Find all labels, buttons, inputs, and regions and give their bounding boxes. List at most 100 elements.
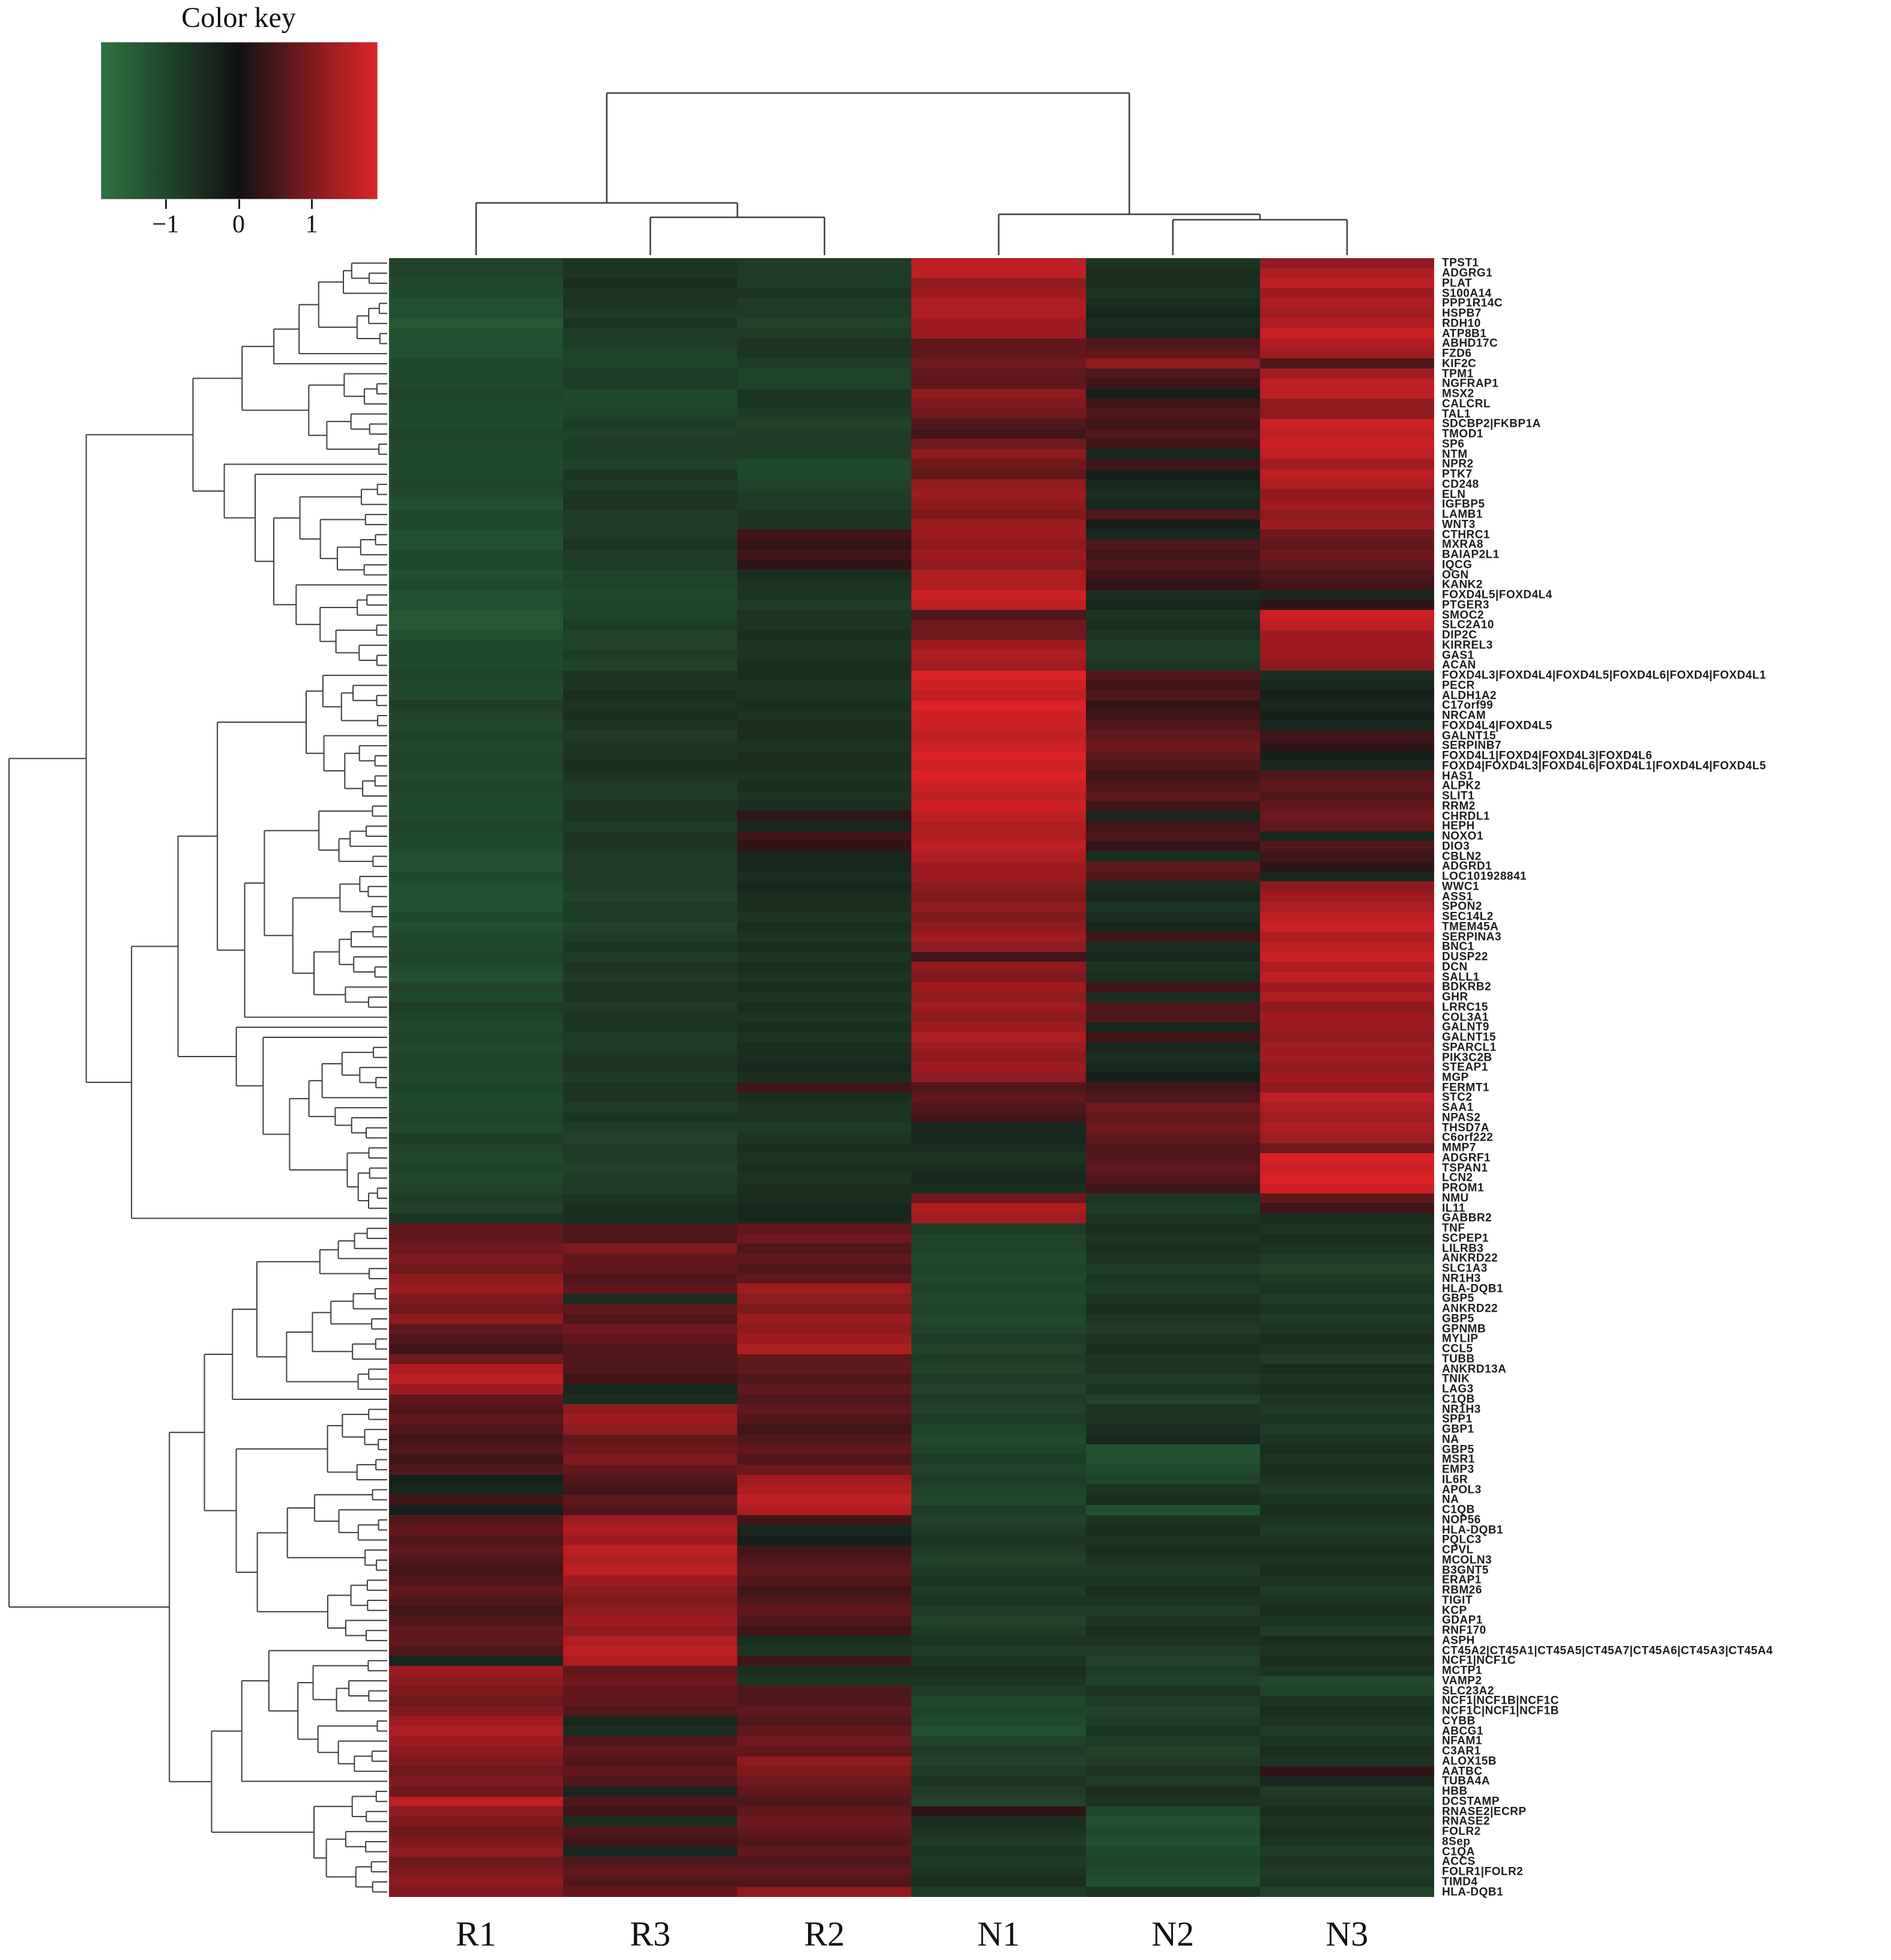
heatmap-cell	[1259, 1656, 1434, 1666]
gene-label: KCP	[1442, 1604, 1467, 1617]
heatmap-cell	[911, 1394, 1086, 1405]
heatmap-cell	[911, 1052, 1086, 1063]
heatmap-cell	[563, 378, 738, 389]
gene-label: RNASE2|ECRP	[1442, 1805, 1527, 1818]
heatmap-cell	[389, 1535, 564, 1545]
heatmap-cell	[1259, 1555, 1434, 1566]
heatmap-cell	[1085, 1826, 1260, 1837]
gene-label: ANKRD22	[1442, 1252, 1498, 1265]
heatmap-cell	[389, 1635, 564, 1646]
heatmap-cell	[1259, 1163, 1434, 1173]
gene-label: ABCG1	[1442, 1725, 1484, 1738]
gene-label: ANKRD13A	[1442, 1363, 1507, 1376]
heatmap-cell	[1259, 1213, 1434, 1223]
heatmap-cell	[563, 1303, 738, 1314]
heatmap-cell	[1259, 791, 1434, 801]
heatmap-cell	[737, 771, 912, 781]
heatmap-cell	[911, 559, 1086, 570]
heatmap-cell	[1085, 1142, 1260, 1153]
heatmap-cell	[911, 1836, 1086, 1847]
heatmap-cell	[563, 1052, 738, 1063]
heatmap-cell	[737, 1233, 912, 1244]
heatmap-cell	[1259, 761, 1434, 771]
heatmap-cell	[1085, 1756, 1260, 1767]
heatmap-cell	[737, 1887, 912, 1897]
heatmap-cell	[737, 469, 912, 480]
heatmap-cell	[563, 791, 738, 801]
gene-label: BDKRB2	[1442, 980, 1492, 994]
heatmap-cell	[737, 308, 912, 319]
heatmap-cell	[563, 1806, 738, 1817]
heatmap-cell	[389, 1394, 564, 1405]
heatmap-cell	[737, 1102, 912, 1113]
gene-label: STEAP1	[1442, 1061, 1488, 1074]
gene-label: PIK3C2B	[1442, 1051, 1492, 1064]
heatmap-cell	[563, 1786, 738, 1797]
heatmap-cell	[563, 780, 738, 791]
gene-label: GABBR2	[1442, 1211, 1492, 1225]
heatmap-cell	[563, 1485, 738, 1495]
heatmap-cell	[389, 1153, 564, 1163]
heatmap-cell	[389, 499, 564, 510]
heatmap-cell	[1085, 539, 1260, 550]
heatmap-cell	[389, 962, 564, 972]
heatmap-cell	[911, 1605, 1086, 1615]
heatmap-cell	[563, 570, 738, 580]
heatmap-cell	[911, 1756, 1086, 1767]
gene-label: CPVL	[1442, 1543, 1474, 1557]
heatmap-cell	[1259, 1022, 1434, 1033]
heatmap-cell	[737, 1726, 912, 1736]
heatmap-cell	[563, 399, 738, 409]
heatmap-cell	[1259, 469, 1434, 480]
heatmap-cell	[737, 1334, 912, 1344]
heatmap-cell	[911, 308, 1086, 319]
gene-label: BAIAP2L1	[1442, 548, 1500, 561]
heatmap-cell	[911, 811, 1086, 821]
heatmap-cell	[563, 1223, 738, 1234]
heatmap-cell	[563, 771, 738, 781]
heatmap-cell	[1085, 1253, 1260, 1264]
heatmap-cell	[563, 1112, 738, 1123]
heatmap-cell	[389, 650, 564, 660]
heatmap-cell	[911, 499, 1086, 510]
heatmap-cell	[737, 680, 912, 690]
heatmap-cell	[389, 1485, 564, 1495]
heatmap-cell	[1259, 1736, 1434, 1746]
heatmap-cell	[737, 1273, 912, 1284]
heatmap-cell	[737, 720, 912, 731]
gene-label: NOXO1	[1442, 830, 1484, 843]
heatmap-cell	[389, 911, 564, 922]
heatmap-cell	[389, 1857, 564, 1867]
heatmap-cell	[563, 1102, 738, 1113]
heatmap-cell	[389, 1093, 564, 1103]
heatmap-cell	[563, 449, 738, 459]
heatmap-cell	[389, 1847, 564, 1857]
gene-label: TAL1	[1442, 408, 1471, 421]
heatmap-cell	[737, 1756, 912, 1767]
heatmap-cell	[389, 1032, 564, 1043]
heatmap-cell	[737, 549, 912, 560]
gene-label: FOXD4L3|FOXD4L4|FOXD4L5|FOXD4L6|FOXD4|FO…	[1442, 669, 1767, 682]
gene-label: ERAP1	[1442, 1573, 1482, 1587]
heatmap-cell	[1259, 1102, 1434, 1113]
heatmap-cell	[737, 891, 912, 902]
heatmap-cell	[563, 1686, 738, 1696]
heatmap-cell	[563, 348, 738, 359]
heatmap-cell	[1259, 1726, 1434, 1736]
heatmap-cell	[911, 1102, 1086, 1113]
heatmap-cell	[737, 1072, 912, 1083]
heatmap-cell	[911, 1455, 1086, 1465]
heatmap-cell	[737, 1746, 912, 1756]
heatmap-cell	[1259, 1806, 1434, 1817]
heatmap-cell	[911, 509, 1086, 520]
heatmap-cell	[563, 1866, 738, 1877]
heatmap-cell	[389, 1585, 564, 1596]
heatmap-cell	[911, 1555, 1086, 1566]
heatmap-cell	[1259, 590, 1434, 600]
heatmap-cell	[737, 1857, 912, 1867]
heatmap-cell	[563, 549, 738, 560]
heatmap-cell	[1259, 1032, 1434, 1043]
gene-label: TIGIT	[1442, 1594, 1473, 1607]
gene-label: NPAS2	[1442, 1111, 1481, 1124]
heatmap-cell	[911, 388, 1086, 399]
